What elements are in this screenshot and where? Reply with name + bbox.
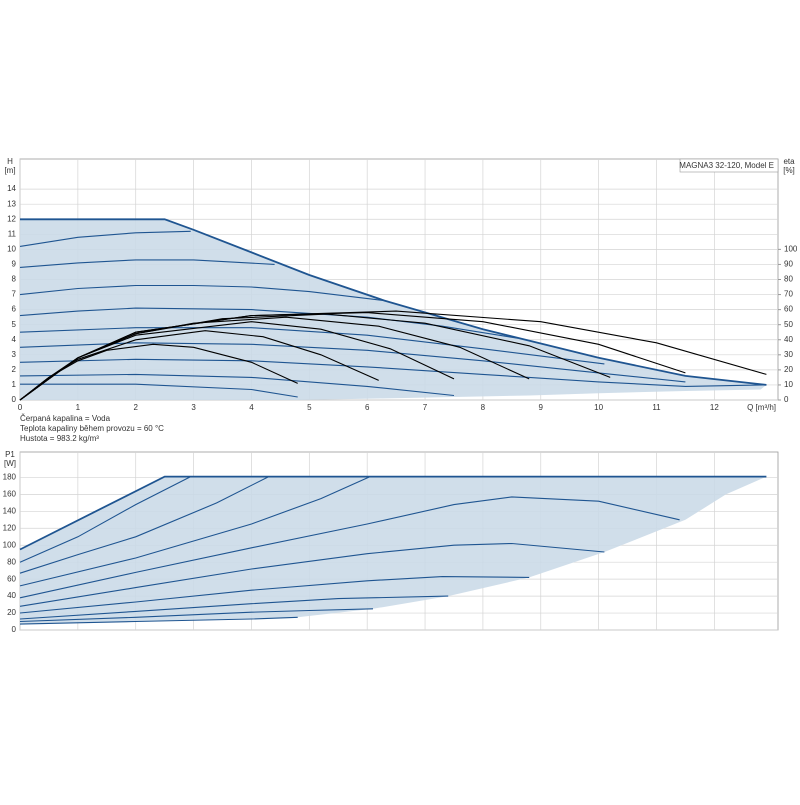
- y-axis-unit: [W]: [4, 459, 16, 468]
- x-tick-label: 9: [539, 403, 544, 412]
- x-tick-label: 4: [249, 403, 254, 412]
- y-axis-label: P1: [5, 450, 15, 459]
- y2-tick-label: 90: [784, 260, 793, 269]
- pump-curve: [19, 616, 298, 625]
- x-tick-label: 7: [423, 403, 428, 412]
- y2-axis-unit: [%]: [783, 166, 795, 175]
- pump-curve: [19, 476, 371, 587]
- x-tick-label: 10: [594, 403, 603, 412]
- y-axis-unit: [m]: [4, 166, 15, 175]
- x-tick-label: 0: [18, 403, 23, 412]
- x-tick-label: 1: [76, 403, 81, 412]
- y2-tick-label: 70: [784, 290, 793, 299]
- efficiency-curve: [19, 321, 455, 401]
- y-tick-label: 12: [7, 214, 16, 223]
- pump-curve: [19, 595, 449, 620]
- pump-curve: [19, 230, 191, 247]
- y2-tick-label: 40: [784, 335, 793, 344]
- pump-curve: [19, 496, 680, 599]
- x-tick-label: 12: [710, 403, 719, 412]
- y2-tick-label: 80: [784, 275, 793, 284]
- y-tick-label: 4: [12, 335, 17, 344]
- pump-curve: [19, 259, 275, 268]
- pump-curve: [20, 383, 298, 398]
- x-tick-label: 2: [133, 403, 138, 412]
- x-tick-label: 3: [191, 403, 196, 412]
- x-axis-label: Q [m³/h]: [747, 403, 776, 412]
- y-tick-label: 20: [7, 608, 16, 617]
- y-tick-label: 180: [3, 473, 17, 482]
- y2-tick-label: 60: [784, 305, 793, 314]
- operating-area: [20, 476, 767, 625]
- x-tick-label: 8: [481, 403, 486, 412]
- y2-tick-label: 10: [784, 380, 793, 389]
- title-box: [679, 158, 779, 173]
- y-tick-label: 6: [12, 305, 17, 314]
- pump-curve: [19, 542, 605, 607]
- y-tick-label: 120: [3, 523, 17, 532]
- y-tick-label: 1: [12, 380, 17, 389]
- annotation: Teplota kapaliny během provozu = 60 °C: [20, 424, 164, 433]
- y-tick-label: 160: [3, 489, 17, 498]
- y-tick-label: 13: [7, 199, 16, 208]
- y-tick-label: 60: [7, 574, 16, 583]
- y-tick-label: 8: [12, 275, 17, 284]
- y-tick-label: 40: [7, 591, 16, 600]
- y-axis-label: H: [7, 157, 13, 166]
- x-tick-label: 6: [365, 403, 370, 412]
- y-tick-label: 14: [7, 184, 16, 193]
- pump-curve: [19, 284, 385, 302]
- pump-curve: [19, 475, 767, 551]
- y2-tick-label: 100: [784, 244, 798, 253]
- y-tick-label: 140: [3, 506, 17, 515]
- y-tick-label: 5: [12, 320, 17, 329]
- x-tick-label: 11: [652, 403, 661, 412]
- y2-tick-label: 20: [784, 365, 793, 374]
- pump-curve: [19, 576, 530, 614]
- pump-curve: [19, 476, 270, 574]
- pump-curve: [19, 358, 767, 387]
- y-tick-label: 10: [7, 244, 16, 253]
- y-tick-label: 11: [8, 229, 17, 238]
- pump-curve: [19, 373, 455, 397]
- pump-curve: [19, 327, 605, 365]
- pump-curve: [20, 218, 767, 386]
- y-tick-label: 9: [12, 260, 17, 269]
- pump-curve: [19, 608, 374, 623]
- y-tick-label: 100: [3, 540, 17, 549]
- y2-tick-label: 30: [784, 350, 793, 359]
- annotation: Hustota = 983.2 kg/m³: [20, 434, 99, 443]
- y-tick-label: 7: [12, 290, 17, 299]
- y2-axis-label: eta: [783, 157, 795, 166]
- y2-tick-label: 50: [784, 320, 793, 329]
- efficiency-curve: [19, 310, 767, 401]
- y-tick-label: 80: [7, 557, 16, 566]
- pump-curve: [19, 307, 518, 339]
- chart-title: MAGNA3 32-120, Model E: [679, 161, 774, 170]
- annotation: Čerpaná kapalina = Voda: [20, 414, 111, 423]
- y-tick-label: 0: [12, 625, 17, 634]
- y2-tick-label: 0: [784, 395, 789, 404]
- pump-curve: [19, 476, 191, 563]
- y-tick-label: 3: [12, 350, 17, 359]
- operating-area: [20, 219, 767, 400]
- y-tick-label: 0: [12, 395, 17, 404]
- x-tick-label: 5: [307, 403, 312, 412]
- y-tick-label: 2: [12, 365, 17, 374]
